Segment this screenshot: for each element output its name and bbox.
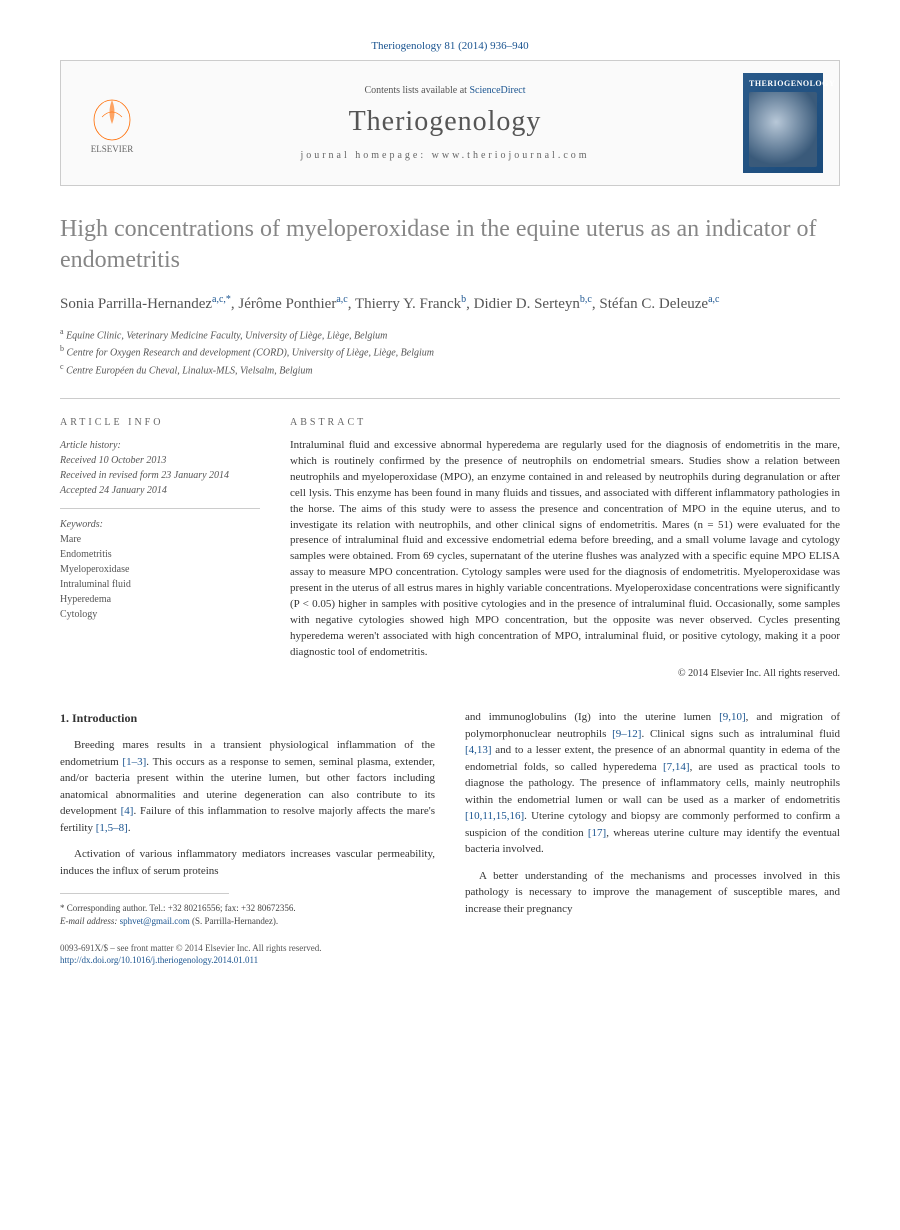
author-list: Sonia Parrilla-Hernandeza,c,*, Jérôme Po… xyxy=(60,292,840,316)
cover-image xyxy=(749,92,817,167)
article-info: article info Article history: Received 1… xyxy=(60,417,260,682)
email-label: E-mail address: xyxy=(60,916,117,926)
elsevier-brand-text: ELSEVIER xyxy=(91,144,134,154)
cite-4-13[interactable]: [4,13] xyxy=(465,744,492,756)
body-columns: 1. Introduction Breeding mares results i… xyxy=(60,709,840,966)
history-received: Received 10 October 2013 xyxy=(60,453,260,468)
contents-prefix: Contents lists available at xyxy=(364,85,469,96)
abstract: abstract Intraluminal fluid and excessiv… xyxy=(290,417,840,682)
corr-email-link[interactable]: sphvet@gmail.com xyxy=(120,916,190,926)
p3-m2: . Clinical signs such as intraluminal fl… xyxy=(641,728,840,740)
article-info-heading: article info xyxy=(60,417,260,428)
cite-4[interactable]: [4] xyxy=(121,805,134,817)
journal-header-box: ELSEVIER Contents lists available at Sci… xyxy=(60,60,840,186)
right-column: and immunoglobulins (Ig) into the uterin… xyxy=(465,709,840,966)
history-revised: Received in revised form 23 January 2014 xyxy=(60,468,260,483)
cite-9-10[interactable]: [9,10] xyxy=(719,711,746,723)
homepage-prefix: journal homepage: xyxy=(300,150,431,161)
cite-7-14[interactable]: [7,14] xyxy=(663,761,690,773)
keyword: Endometritis xyxy=(60,547,260,562)
corr-author-line: * Corresponding author. Tel.: +32 802165… xyxy=(60,902,435,915)
abstract-copyright: © 2014 Elsevier Inc. All rights reserved… xyxy=(290,667,840,682)
history-accepted: Accepted 24 January 2014 xyxy=(60,483,260,498)
cover-title: THERIOGENOLOGY xyxy=(749,79,817,88)
keywords-label: Keywords: xyxy=(60,519,260,530)
homepage-line: journal homepage: www.theriojournal.com xyxy=(163,150,727,161)
intro-p1: Breeding mares results in a transient ph… xyxy=(60,737,435,836)
p3-pre: and immunoglobulins (Ig) into the uterin… xyxy=(465,711,719,723)
cite-9-12[interactable]: [9–12] xyxy=(612,728,641,740)
article-title: High concentrations of myeloperoxidase i… xyxy=(60,214,840,276)
affiliation-line: c Centre Européen du Cheval, Linalux-MLS… xyxy=(60,361,840,378)
keyword: Hyperedema xyxy=(60,592,260,607)
cite-1-3[interactable]: [1–3] xyxy=(122,756,146,768)
intro-p2: Activation of various inflammatory media… xyxy=(60,846,435,879)
introduction-heading: 1. Introduction xyxy=(60,709,435,727)
journal-name: Theriogenology xyxy=(163,106,727,138)
cite-1-5-8[interactable]: [1,5–8] xyxy=(96,822,128,834)
abstract-heading: abstract xyxy=(290,417,840,428)
info-abstract-row: article info Article history: Received 1… xyxy=(60,398,840,682)
footnote-separator xyxy=(60,893,229,894)
keyword: Cytology xyxy=(60,607,260,622)
keyword: Myeloperoxidase xyxy=(60,562,260,577)
journal-cover-thumbnail: THERIOGENOLOGY xyxy=(743,73,823,173)
front-matter-meta: 0093-691X/$ – see front matter © 2014 El… xyxy=(60,942,435,967)
affiliation-line: a Equine Clinic, Veterinary Medicine Fac… xyxy=(60,326,840,343)
intro-p1-end: . xyxy=(128,822,131,834)
cite-10-11-15-16[interactable]: [10,11,15,16] xyxy=(465,810,524,822)
affiliations: a Equine Clinic, Veterinary Medicine Fac… xyxy=(60,326,840,378)
doi-link[interactable]: http://dx.doi.org/10.1016/j.theriogenolo… xyxy=(60,955,258,965)
journal-center: Contents lists available at ScienceDirec… xyxy=(163,85,727,161)
left-column: 1. Introduction Breeding mares results i… xyxy=(60,709,435,966)
keyword: Mare xyxy=(60,532,260,547)
elsevier-logo: ELSEVIER xyxy=(77,83,147,163)
cite-17[interactable]: [17] xyxy=(588,827,606,839)
sciencedirect-link[interactable]: ScienceDirect xyxy=(469,85,525,96)
homepage-url[interactable]: www.theriojournal.com xyxy=(432,150,590,161)
article-history: Article history: Received 10 October 201… xyxy=(60,438,260,509)
affiliation-line: b Centre for Oxygen Research and develop… xyxy=(60,343,840,360)
history-label: Article history: xyxy=(60,438,260,453)
intro-p4: A better understanding of the mechanisms… xyxy=(465,868,840,918)
contents-available-line: Contents lists available at ScienceDirec… xyxy=(163,85,727,96)
corr-email-line: E-mail address: sphvet@gmail.com (S. Par… xyxy=(60,915,435,928)
keywords-list: MareEndometritisMyeloperoxidaseIntralumi… xyxy=(60,532,260,622)
abstract-text: Intraluminal fluid and excessive abnorma… xyxy=(290,438,840,661)
corr-email-who: (S. Parrilla-Hernandez). xyxy=(192,916,278,926)
issn-copyright-line: 0093-691X/$ – see front matter © 2014 El… xyxy=(60,942,435,955)
corresponding-author-footnote: * Corresponding author. Tel.: +32 802165… xyxy=(60,902,435,927)
keyword: Intraluminal fluid xyxy=(60,577,260,592)
intro-p3: and immunoglobulins (Ig) into the uterin… xyxy=(465,709,840,858)
citation-header: Theriogenology 81 (2014) 936–940 xyxy=(60,40,840,52)
